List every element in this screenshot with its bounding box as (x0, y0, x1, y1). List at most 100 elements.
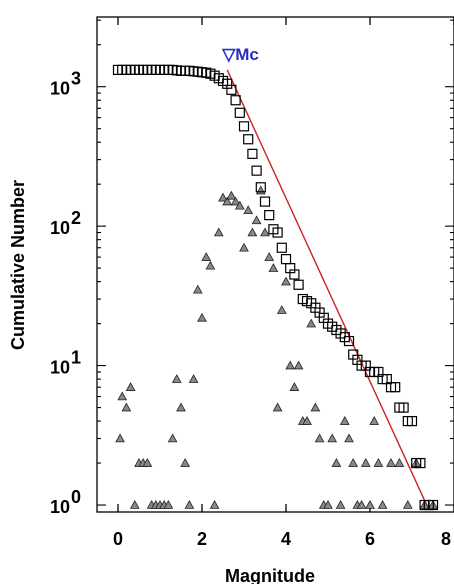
x-tick-label: 0 (113, 529, 123, 549)
square-point (226, 84, 237, 95)
triangle-point (247, 227, 258, 237)
triangle-point (243, 205, 254, 215)
triangle-point (125, 382, 136, 391)
square-point (280, 254, 292, 265)
triangle-point (213, 227, 224, 237)
y-tick-label: 10 (50, 358, 70, 378)
y-tick-exponent: 1 (71, 348, 81, 368)
triangle-point (260, 227, 270, 237)
triangle-point (310, 402, 321, 412)
triangle-point (323, 500, 333, 509)
square-point (406, 415, 418, 427)
y-axis-title: Cumulative Number (8, 180, 28, 350)
triangle-point (234, 200, 245, 210)
triangle-point (344, 433, 354, 443)
y-tick-label: 10 (50, 79, 70, 99)
triangle-point (142, 458, 153, 467)
triangle-point (360, 458, 371, 467)
triangle-point (218, 192, 228, 202)
fit-line (226, 69, 428, 506)
data-marks: ▽Mc (112, 45, 439, 511)
triangle-point (289, 382, 300, 391)
mc-annotation: ▽Mc (221, 45, 259, 64)
square-point (272, 227, 283, 238)
triangle-point (331, 458, 342, 467)
x-tick-label: 8 (441, 529, 451, 549)
triangle-point (365, 500, 375, 509)
triangle-point (171, 374, 182, 383)
square-point (390, 382, 401, 393)
plot-frame (96, 16, 454, 513)
triangle-point (356, 500, 367, 509)
triangle-point (226, 190, 237, 200)
square-point (243, 134, 254, 145)
triangle-point (339, 416, 350, 425)
square-point (293, 279, 304, 290)
triangle-point (121, 402, 132, 412)
triangle-point (386, 458, 396, 467)
triangle-point (255, 185, 266, 195)
triangle-point (230, 196, 241, 206)
triangle-point (348, 458, 359, 467)
triangle-point (268, 263, 279, 272)
triangle-point (373, 458, 384, 467)
triangle-point (129, 500, 140, 509)
triangle-point (197, 312, 207, 322)
square-point (255, 182, 266, 193)
triangle-point (117, 391, 128, 401)
triangle-point (115, 433, 125, 443)
square-point (427, 499, 439, 511)
triangle-point (394, 458, 405, 467)
triangle-point (188, 374, 199, 383)
square-point (247, 148, 258, 159)
x-tick-label: 2 (197, 529, 207, 549)
triangle-point (251, 215, 262, 225)
y-tick-exponent: 0 (71, 487, 81, 507)
square-point (398, 402, 409, 413)
triangle-point (302, 416, 312, 425)
triangle-point (209, 500, 220, 509)
triangle-point (281, 276, 291, 286)
square-point (234, 107, 245, 118)
y-tick-exponent: 3 (71, 69, 81, 89)
triangle-point (327, 433, 338, 443)
triangle-point (239, 242, 249, 252)
triangle-point (201, 252, 212, 261)
square-point (276, 242, 287, 253)
triangle-point (306, 318, 317, 328)
triangle-point (205, 260, 216, 270)
triangle-point (314, 433, 325, 443)
triangle-point (184, 500, 195, 509)
x-tick-label: 4 (281, 529, 291, 549)
triangle-point (192, 284, 203, 294)
square-point (251, 165, 262, 176)
square-point (289, 269, 300, 280)
square-point (264, 210, 275, 221)
square-point (415, 457, 426, 469)
triangle-point (369, 416, 380, 425)
triangle-point (222, 196, 233, 206)
x-axis-title: Magnitude (225, 566, 315, 584)
square-point (230, 95, 241, 106)
axis-ticks (97, 17, 454, 512)
triangle-point (276, 305, 287, 314)
triangle-point (167, 433, 178, 443)
triangle-point (180, 458, 191, 467)
square-point (238, 121, 250, 132)
triangle-point (176, 402, 186, 412)
triangle-point (264, 252, 275, 261)
square-point (343, 335, 355, 347)
y-tick-label: 10 (50, 497, 70, 517)
triangle-point (335, 500, 346, 509)
triangle-point (272, 402, 283, 412)
triangle-point (293, 360, 304, 370)
triangle-point (377, 500, 388, 509)
triangle-point (285, 360, 296, 370)
triangle-point (402, 500, 413, 509)
x-tick-label: 6 (365, 529, 375, 549)
y-tick-label: 10 (50, 218, 70, 238)
y-tick-exponent: 2 (71, 208, 81, 228)
triangle-point (163, 500, 174, 509)
